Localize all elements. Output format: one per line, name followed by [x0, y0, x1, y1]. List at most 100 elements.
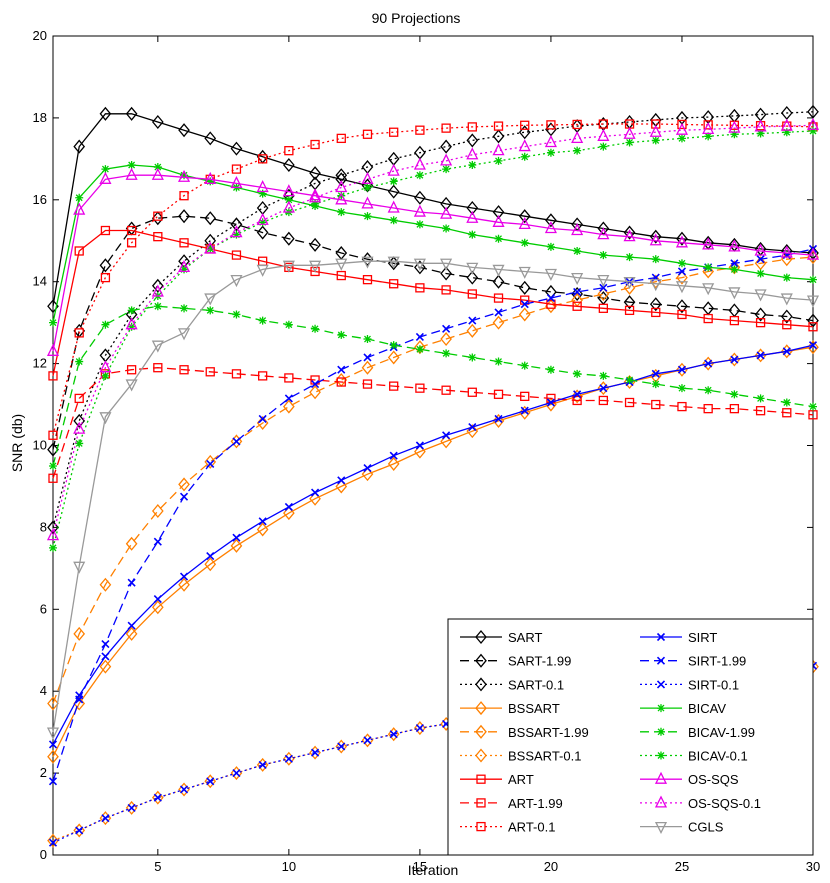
series-art	[48, 225, 818, 381]
data-point	[75, 193, 84, 202]
data-point	[571, 223, 584, 236]
data-point	[127, 803, 136, 812]
data-point	[492, 413, 505, 428]
data-point	[413, 157, 426, 170]
data-point	[283, 231, 295, 246]
data-point	[704, 359, 713, 368]
data-point	[546, 242, 555, 251]
data-point	[702, 237, 715, 250]
data-point	[256, 225, 269, 240]
data-point	[256, 180, 269, 193]
data-point	[518, 405, 531, 420]
data-point	[204, 171, 217, 184]
data-point	[232, 230, 241, 239]
data-point	[363, 183, 372, 192]
data-point	[729, 403, 740, 414]
data-point	[99, 577, 112, 592]
data-point	[49, 461, 57, 470]
data-point	[258, 316, 267, 325]
data-point	[389, 127, 399, 137]
data-point	[387, 163, 400, 176]
data-point	[755, 317, 766, 328]
legend-label: SIRT-1.99	[688, 654, 746, 669]
legend-label: BICAV-0.1	[688, 749, 748, 764]
data-point	[361, 196, 374, 209]
legend-label: BICAV-1.99	[688, 725, 755, 740]
data-point	[466, 323, 479, 338]
legend-item: SART-0.1	[460, 677, 564, 692]
data-point	[48, 473, 58, 483]
data-point	[311, 199, 320, 208]
data-point	[337, 365, 346, 374]
data-point	[649, 233, 662, 246]
data-point	[415, 283, 425, 293]
series-line	[52, 305, 814, 467]
data-point	[311, 380, 320, 389]
data-point	[258, 414, 267, 423]
axis-ticks: 5 10 15 20 25 30 0 2 4 6 8 10 12 14 16 18 20	[33, 28, 821, 874]
data-point	[151, 790, 164, 805]
data-point	[230, 766, 243, 781]
data-point	[624, 397, 635, 408]
legend-label: SART	[508, 630, 542, 645]
data-point	[309, 385, 321, 400]
data-point	[151, 284, 164, 297]
y-tick-label: 8	[40, 519, 47, 534]
data-point	[100, 225, 111, 236]
y-tick-label: 12	[33, 356, 47, 371]
data-point	[675, 281, 689, 294]
legend-label: SART-1.99	[508, 654, 571, 669]
data-point	[47, 696, 59, 711]
x-tick-label: 20	[544, 859, 558, 874]
y-tick-label: 0	[40, 847, 47, 862]
data-point	[624, 305, 635, 316]
data-point	[99, 106, 112, 121]
series-bicav-1-99	[49, 302, 817, 470]
data-point	[546, 120, 556, 130]
data-point	[702, 283, 715, 296]
data-point	[651, 136, 660, 145]
data-point	[573, 146, 582, 155]
data-point	[623, 280, 636, 295]
data-point	[204, 774, 217, 789]
data-point	[179, 572, 189, 581]
data-point	[466, 133, 479, 148]
legend-label: SIRT-0.1	[688, 677, 739, 692]
data-point	[387, 727, 400, 742]
data-point	[782, 408, 792, 418]
data-point	[441, 123, 451, 133]
data-point	[599, 283, 608, 292]
data-point	[656, 632, 666, 642]
data-point	[362, 129, 373, 139]
data-point	[127, 160, 136, 169]
data-point	[311, 748, 320, 757]
data-point	[204, 293, 217, 306]
data-point	[413, 204, 426, 217]
data-point	[125, 379, 138, 392]
data-point	[571, 272, 584, 286]
data-point	[782, 347, 791, 356]
data-point	[492, 129, 505, 144]
legend-item: OS-SQS	[640, 771, 739, 787]
data-point	[387, 350, 400, 365]
data-point	[125, 307, 138, 322]
data-point	[677, 134, 686, 143]
data-point	[153, 163, 162, 172]
data-point	[573, 369, 582, 378]
data-point	[153, 232, 163, 242]
data-point	[232, 437, 241, 446]
legend-item: SART-1.99	[460, 653, 571, 669]
legend-item: BSSART	[460, 701, 560, 716]
data-point	[545, 213, 557, 228]
legend-label: ART-0.1	[508, 820, 555, 835]
data-point	[335, 479, 348, 494]
data-point	[597, 381, 610, 396]
data-point	[729, 315, 740, 326]
data-point	[728, 120, 741, 133]
data-point	[468, 353, 477, 362]
data-point	[284, 320, 293, 329]
x-tick-label: 25	[675, 859, 689, 874]
data-point	[284, 146, 294, 156]
data-point	[440, 332, 452, 347]
data-point	[442, 324, 451, 333]
